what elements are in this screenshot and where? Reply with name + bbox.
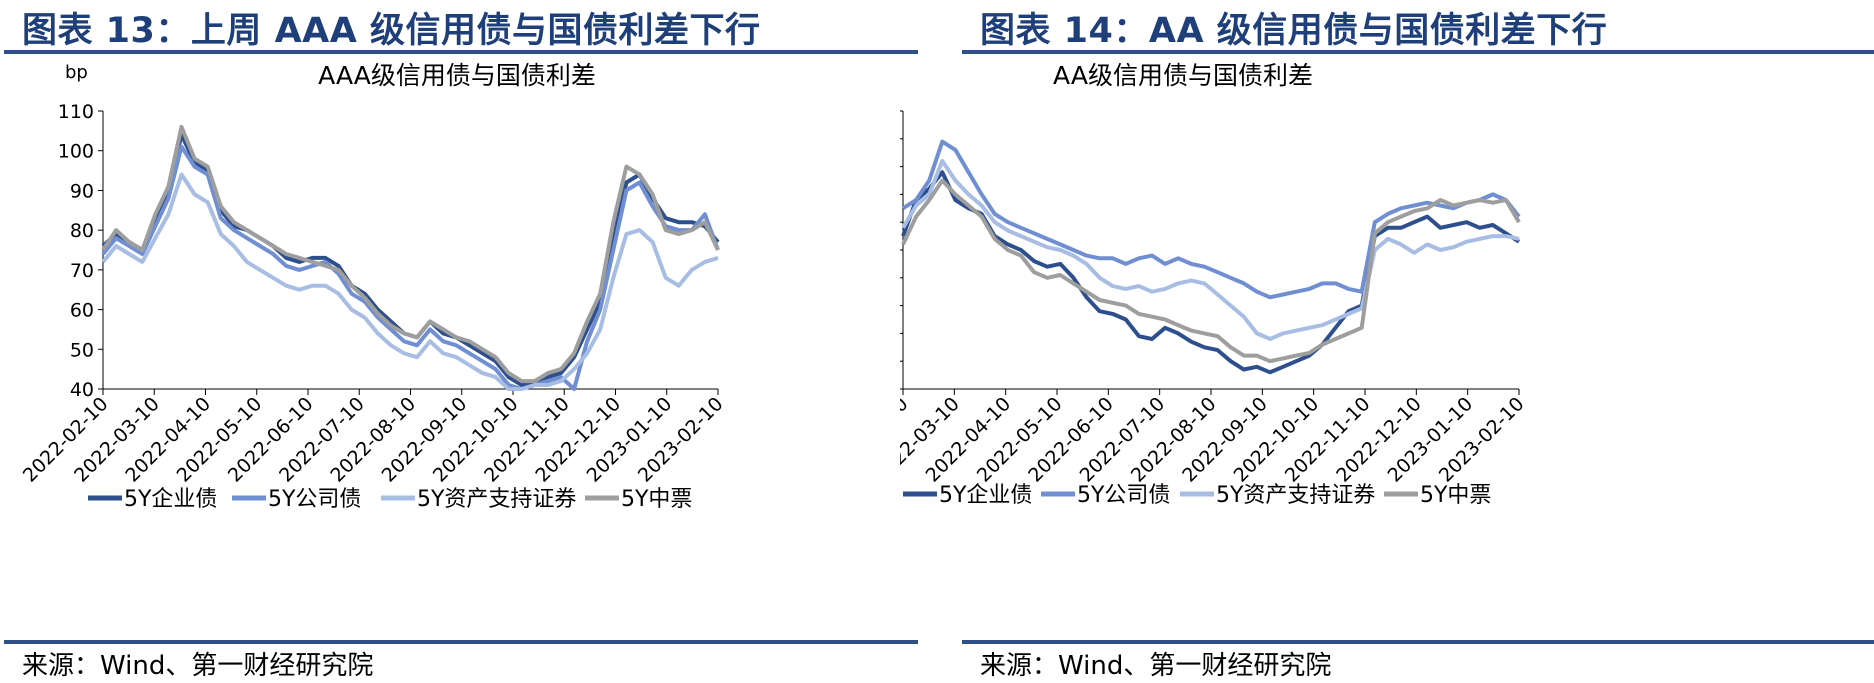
y-tick-label: 50 bbox=[70, 339, 94, 361]
legend-label: 5Y企业债 bbox=[939, 483, 1032, 508]
legend-label: 5Y公司债 bbox=[1077, 483, 1170, 508]
series-line-3 bbox=[101, 172, 719, 391]
series-line-4 bbox=[901, 178, 1521, 364]
source-note: 来源：Wind、第一财经研究院 bbox=[22, 651, 374, 681]
y-tick-label: 100 bbox=[58, 141, 94, 163]
series-line-4 bbox=[101, 124, 720, 384]
line-chart-aaa: AAA级信用债与国债利差 bp 4050607080901001102022-0… bbox=[19, 61, 728, 512]
legend-label: 5Y资产支持证券 bbox=[1216, 483, 1375, 508]
line-chart-aa: AA级信用债与国债利差 bp 1001101201301401501601701… bbox=[900, 61, 1529, 508]
y-tick-label: 60 bbox=[70, 300, 94, 322]
y-tick-label: 40 bbox=[70, 379, 94, 401]
figure-panel-aa: 图表 14：AA 级信用债与国债利差下行 AA级信用债与国债利差 bp 1001… bbox=[900, 0, 1874, 683]
y-tick-label: 90 bbox=[70, 180, 94, 202]
source-note: 来源：Wind、第一财经研究院 bbox=[980, 651, 1332, 681]
y-tick-label: 80 bbox=[70, 220, 94, 242]
series-line-2 bbox=[901, 139, 1521, 300]
legend-label: 5Y中票 bbox=[1420, 483, 1491, 508]
bottom-rule bbox=[4, 640, 918, 644]
legend-label: 5Y资产支持证券 bbox=[417, 487, 576, 512]
y-tick-label: 110 bbox=[58, 101, 94, 123]
y-axis-unit: bp bbox=[65, 62, 88, 83]
figure-panel-aaa: 图表 13：上周 AAA 级信用债与国债利差下行 AAA级信用债与国债利差 bp… bbox=[0, 0, 920, 683]
legend-label: 5Y中票 bbox=[621, 487, 692, 512]
series-line-2 bbox=[101, 144, 720, 391]
figure-title: 图表 14：AA 级信用债与国债利差下行 bbox=[980, 11, 1608, 51]
figure-title: 图表 13：上周 AAA 级信用债与国债利差下行 bbox=[22, 11, 761, 51]
legend-label: 5Y企业债 bbox=[124, 487, 217, 512]
top-rule bbox=[4, 50, 918, 54]
chart-title: AAA级信用债与国债利差 bbox=[318, 61, 596, 90]
series-line-1 bbox=[901, 170, 1521, 375]
series-line-3 bbox=[901, 159, 1520, 341]
legend-label: 5Y公司债 bbox=[268, 487, 361, 512]
y-tick-label: 70 bbox=[70, 260, 94, 282]
chart-title: AA级信用债与国债利差 bbox=[1053, 61, 1313, 90]
bottom-rule bbox=[962, 640, 1874, 644]
top-rule bbox=[962, 50, 1874, 54]
